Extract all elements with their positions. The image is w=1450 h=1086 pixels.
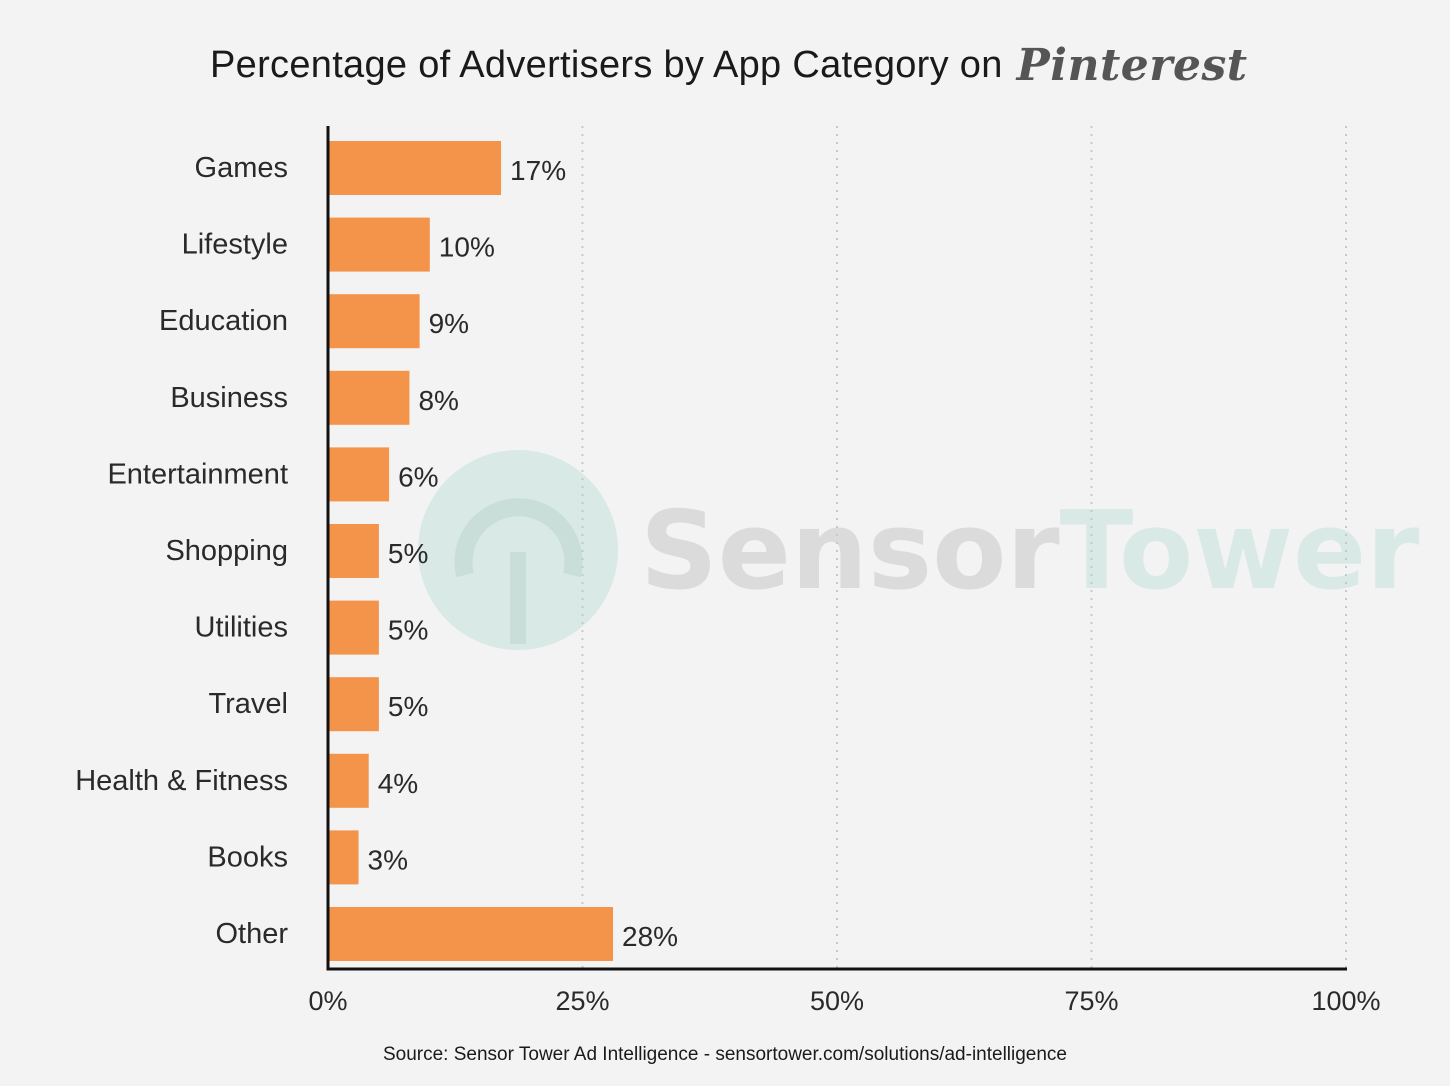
bar bbox=[329, 217, 430, 272]
bar bbox=[329, 370, 410, 425]
axes bbox=[326, 126, 1347, 971]
bar bbox=[329, 677, 379, 732]
bar bbox=[329, 141, 502, 195]
category-label: Other bbox=[215, 918, 288, 950]
category-label: Business bbox=[170, 382, 288, 414]
value-label: 4% bbox=[378, 768, 418, 799]
pinterest-logo: Pinterest bbox=[1016, 40, 1248, 91]
watermark-signal-arc bbox=[454, 498, 583, 578]
bar bbox=[329, 907, 614, 961]
bar bbox=[329, 600, 379, 655]
value-label: 5% bbox=[388, 615, 428, 646]
bar bbox=[329, 294, 420, 349]
value-label: 6% bbox=[398, 461, 438, 492]
value-label: 9% bbox=[429, 308, 469, 339]
value-label: 10% bbox=[439, 232, 495, 263]
bars bbox=[329, 141, 614, 961]
value-label: 5% bbox=[388, 538, 428, 569]
value-label: 5% bbox=[388, 691, 428, 722]
bar bbox=[329, 830, 359, 885]
x-tick-label: 25% bbox=[555, 986, 609, 1016]
chart-title: Percentage of Advertisers by App Categor… bbox=[210, 40, 1248, 91]
category-label: Lifestyle bbox=[182, 229, 288, 261]
x-tick-label: 0% bbox=[308, 986, 347, 1016]
labels: 0% 25% 50% 75% 100% Games 17% Lifestyle 10% Educa… bbox=[75, 152, 1380, 1016]
sensor-tower-watermark: SensorTower bbox=[418, 450, 1419, 650]
value-label: 28% bbox=[622, 921, 678, 952]
watermark-stem bbox=[510, 552, 526, 644]
chart-title-text: Percentage of Advertisers by App Categor… bbox=[210, 44, 1003, 86]
bar bbox=[329, 753, 369, 808]
category-label: Utilities bbox=[195, 612, 288, 644]
category-label: Games bbox=[195, 152, 288, 184]
value-label: 8% bbox=[418, 385, 458, 416]
category-label: Entertainment bbox=[107, 458, 288, 490]
category-label: Health & Fitness bbox=[75, 765, 288, 797]
source-note: Source: Sensor Tower Ad Intelligence - s… bbox=[382, 1044, 1068, 1065]
watermark-text: SensorTower bbox=[640, 489, 1419, 614]
value-label: 17% bbox=[510, 155, 566, 186]
category-label: Shopping bbox=[165, 535, 288, 567]
watermark-logo-icon bbox=[418, 450, 618, 650]
watermark-word-1: Sensor bbox=[640, 489, 1060, 614]
bar bbox=[329, 524, 379, 578]
x-tick-label: 50% bbox=[810, 986, 864, 1016]
category-label: Books bbox=[207, 841, 288, 873]
category-label: Travel bbox=[209, 688, 289, 720]
x-tick-label: 75% bbox=[1064, 986, 1118, 1016]
value-label: 3% bbox=[368, 844, 408, 875]
watermark-word-2: Tower bbox=[1060, 489, 1420, 614]
bar bbox=[329, 447, 390, 502]
category-label: Education bbox=[159, 305, 288, 337]
x-tick-label: 100% bbox=[1311, 986, 1380, 1016]
